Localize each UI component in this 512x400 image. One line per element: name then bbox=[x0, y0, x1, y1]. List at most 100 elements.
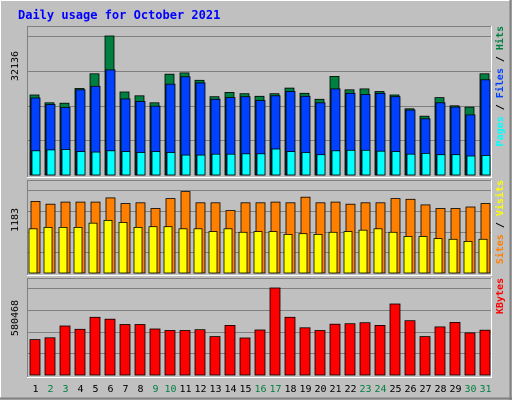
legend-entry-pages: Pages bbox=[495, 116, 506, 146]
bar-kbytes-day-5 bbox=[89, 316, 101, 376]
bar-kbytes-day-14 bbox=[224, 324, 236, 376]
bar-pages-day-23 bbox=[361, 149, 371, 176]
y-tick-label-bottom: 580468 bbox=[10, 300, 21, 336]
bar-pages-day-7 bbox=[121, 151, 131, 176]
bar-pages-day-2 bbox=[46, 149, 56, 176]
day-label-7: 7 bbox=[122, 384, 128, 395]
bar-visits-day-21 bbox=[328, 231, 338, 274]
day-label-3: 3 bbox=[62, 384, 68, 395]
bar-pages-day-8 bbox=[136, 152, 146, 176]
bar-kbytes-day-13 bbox=[209, 336, 221, 376]
bar-visits-day-27 bbox=[418, 236, 428, 274]
bar-visits-day-3 bbox=[58, 226, 68, 274]
bar-kbytes-day-27 bbox=[419, 336, 431, 376]
bar-kbytes-day-11 bbox=[179, 330, 191, 376]
bar-visits-day-16 bbox=[253, 231, 263, 274]
chart-panels: 32136 Pages / Files / Hits 1183 Sites / Vis… bbox=[10, 26, 506, 378]
bar-pages-day-5 bbox=[91, 151, 101, 176]
day-label-24: 24 bbox=[374, 384, 386, 395]
bar-pages-day-25 bbox=[391, 151, 401, 176]
day-label-1: 1 bbox=[32, 384, 38, 395]
bar-visits-day-15 bbox=[238, 231, 248, 274]
day-label-2: 2 bbox=[47, 384, 53, 395]
legend-entry-visits: Visits bbox=[494, 180, 506, 216]
bar-pages-day-9 bbox=[151, 151, 161, 176]
bar-kbytes-day-3 bbox=[59, 325, 71, 376]
day-label-31: 31 bbox=[479, 384, 491, 395]
bar-kbytes-day-19 bbox=[299, 327, 311, 376]
legend-bottom: KBytes bbox=[495, 278, 506, 314]
bar-visits-day-4 bbox=[73, 226, 83, 274]
bar-visits-day-26 bbox=[403, 236, 413, 274]
bar-pages-day-6 bbox=[106, 150, 116, 176]
bar-visits-day-9 bbox=[148, 226, 158, 274]
bar-kbytes-day-26 bbox=[404, 320, 416, 376]
bar-visits-day-28 bbox=[433, 238, 443, 274]
bar-pages-day-17 bbox=[271, 148, 281, 176]
bar-visits-day-11 bbox=[178, 228, 188, 274]
day-label-28: 28 bbox=[434, 384, 446, 395]
bar-pages-day-28 bbox=[436, 154, 446, 176]
bar-kbytes-day-30 bbox=[464, 332, 476, 376]
bar-kbytes-day-17 bbox=[269, 287, 281, 376]
svg-text:Pages / Files / Hits: Pages / Files / Hits bbox=[494, 26, 506, 146]
day-label-6: 6 bbox=[107, 384, 113, 395]
bar-visits-day-19 bbox=[298, 233, 308, 274]
panel-top: 32136 Pages / Files / Hits bbox=[10, 26, 506, 178]
bar-kbytes-day-28 bbox=[434, 326, 446, 376]
bar-visits-day-23 bbox=[358, 229, 368, 274]
bar-kbytes-day-29 bbox=[449, 321, 461, 376]
legend-entry-hits: Hits bbox=[494, 26, 506, 50]
day-label-9: 9 bbox=[152, 384, 158, 395]
bar-pages-day-22 bbox=[346, 149, 356, 176]
bar-pages-day-4 bbox=[76, 151, 86, 176]
bar-visits-day-17 bbox=[268, 231, 278, 274]
day-label-16: 16 bbox=[254, 384, 266, 395]
bar-pages-day-10 bbox=[166, 152, 176, 176]
legend-separator: / bbox=[495, 216, 506, 234]
panel-middle: 1183 Sites / Visits bbox=[10, 180, 506, 276]
bar-visits-day-8 bbox=[133, 226, 143, 274]
bar-kbytes-day-23 bbox=[359, 322, 371, 376]
bar-pages-day-30 bbox=[466, 155, 476, 176]
day-label-4: 4 bbox=[77, 384, 83, 395]
bar-kbytes-day-9 bbox=[149, 328, 161, 376]
bar-pages-day-3 bbox=[61, 149, 71, 176]
bar-pages-day-15 bbox=[241, 153, 251, 176]
series-files bbox=[30, 69, 491, 176]
bar-visits-day-10 bbox=[163, 226, 173, 274]
bar-pages-day-14 bbox=[226, 153, 236, 176]
bar-kbytes-day-24 bbox=[374, 324, 386, 376]
bar-pages-day-19 bbox=[301, 152, 311, 176]
bar-pages-day-31 bbox=[481, 155, 491, 176]
bar-kbytes-day-4 bbox=[74, 328, 86, 376]
bar-visits-day-6 bbox=[103, 219, 113, 274]
bar-visits-day-20 bbox=[313, 233, 323, 274]
series-visits bbox=[28, 219, 488, 274]
bar-kbytes-day-1 bbox=[29, 339, 41, 376]
bar-pages-day-11 bbox=[181, 154, 191, 176]
bar-visits-day-31 bbox=[478, 238, 488, 274]
day-label-12: 12 bbox=[194, 384, 206, 395]
chart-title: Daily usage for October 2021 bbox=[18, 8, 220, 22]
panel-bottom: 580468 KBytes bbox=[10, 278, 506, 378]
bar-kbytes-day-16 bbox=[254, 329, 266, 376]
bar-visits-day-18 bbox=[283, 233, 293, 274]
y-tick-label-middle: 1183 bbox=[10, 208, 21, 232]
bar-visits-day-2 bbox=[43, 226, 53, 274]
day-label-20: 20 bbox=[314, 384, 326, 395]
bar-visits-day-22 bbox=[343, 231, 353, 274]
legend-separator: / bbox=[495, 98, 506, 116]
bar-pages-day-18 bbox=[286, 151, 296, 176]
bar-pages-day-16 bbox=[256, 153, 266, 176]
day-label-11: 11 bbox=[179, 384, 191, 395]
legend-middle: Sites / Visits bbox=[494, 180, 506, 264]
bar-kbytes-day-20 bbox=[314, 330, 326, 376]
day-label-30: 30 bbox=[464, 384, 476, 395]
day-label-26: 26 bbox=[404, 384, 416, 395]
bar-kbytes-day-21 bbox=[329, 323, 341, 376]
bar-visits-day-30 bbox=[463, 240, 473, 274]
bar-visits-day-13 bbox=[208, 231, 218, 274]
day-label-13: 13 bbox=[209, 384, 221, 395]
